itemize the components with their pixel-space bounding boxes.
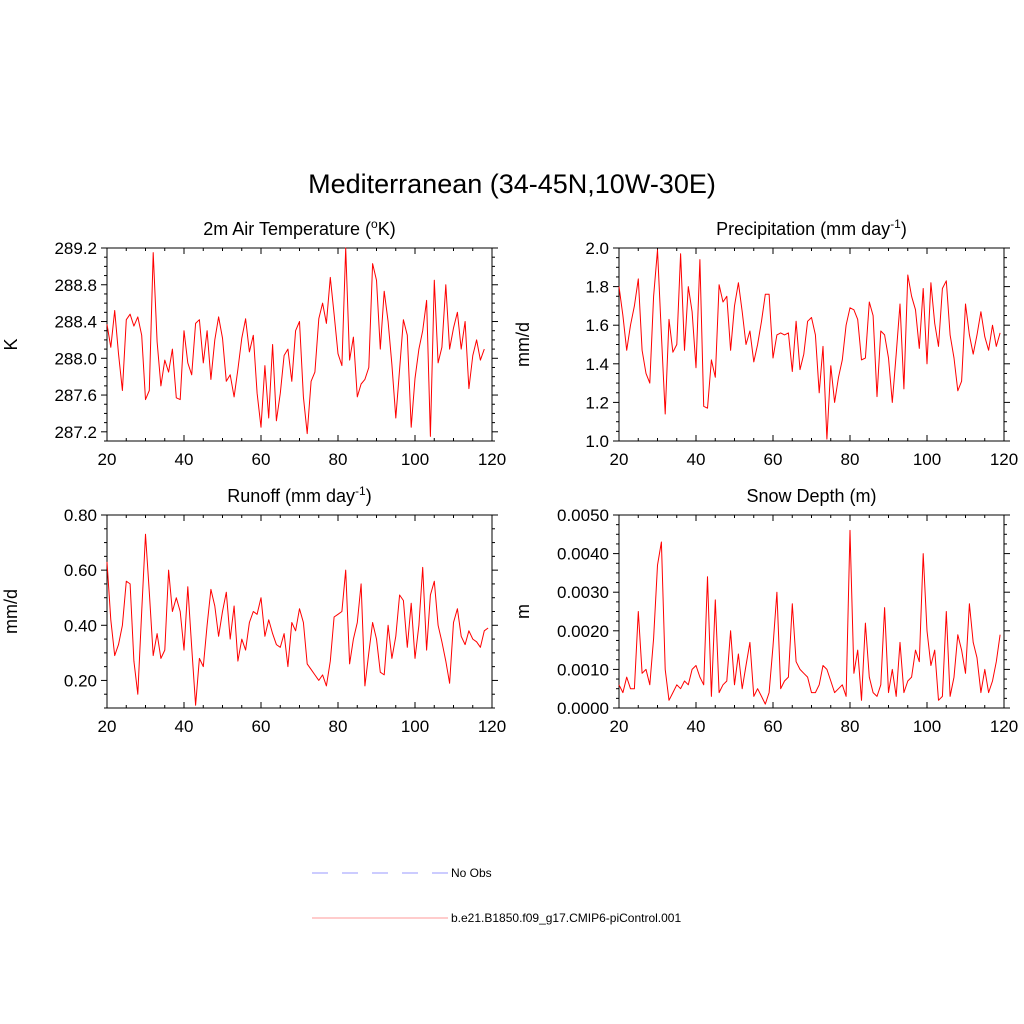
- x-tick-label: 40: [687, 717, 706, 736]
- x-tick-label: 80: [841, 450, 860, 469]
- x-tick-label: 20: [610, 450, 629, 469]
- panel-title: Runoff (mm day-1): [227, 484, 371, 506]
- x-tick-label: 100: [401, 717, 429, 736]
- y-tick-label: 0.40: [64, 616, 97, 635]
- x-tick-label: 20: [98, 450, 117, 469]
- x-tick-label: 40: [175, 717, 194, 736]
- y-tick-label: 0.80: [64, 506, 97, 525]
- x-tick-label: 20: [98, 717, 117, 736]
- y-tick-label: 0.0000: [557, 699, 609, 718]
- y-tick-label: 287.2: [54, 423, 97, 442]
- x-tick-label: 120: [478, 450, 506, 469]
- panel-title: 2m Air Temperature (oK): [203, 217, 395, 239]
- series-line-runoff: [106, 533, 489, 706]
- y-axis-label: mm/d: [1, 589, 21, 634]
- legend-label-1: No Obs: [451, 866, 492, 880]
- y-tick-label: 1.4: [585, 355, 609, 374]
- y-tick-label: 0.0050: [557, 506, 609, 525]
- legend-label-2: b.e21.B1850.f09_g17.CMIP6-piControl.001: [451, 911, 681, 925]
- y-axis-label: K: [1, 338, 21, 350]
- x-tick-label: 100: [913, 450, 941, 469]
- y-tick-label: 1.0: [585, 432, 609, 451]
- y-tick-label: 288.8: [54, 276, 97, 295]
- y-tick-label: 1.6: [585, 316, 609, 335]
- x-tick-label: 80: [329, 717, 348, 736]
- y-tick-label: 2.0: [585, 239, 609, 258]
- legend: No Obs b.e21.B1850.f09_g17.CMIP6-piContro…: [312, 866, 681, 925]
- panel-temperature: 20 40 60 80 100 120 287.2 287.6 288.0 288.4 288.8 2…: [1, 217, 506, 469]
- panel-snow_depth: 20 40 60 80 100 120 0.0000 0.0010 0.0020 0.0030 0.…: [513, 486, 1018, 736]
- panel-runoff: 20 40 60 80 100 120 0.20 0.40 0.60 0.80 Runoff (mm…: [1, 484, 506, 736]
- panels: 20 40 60 80 100 120 287.2 287.6 288.0 288.4 288.8 2…: [1, 217, 1018, 736]
- y-tick-label: 0.0030: [557, 583, 609, 602]
- x-tick-label: 40: [175, 450, 194, 469]
- plot-frame: [106, 247, 493, 442]
- x-tick-label: 120: [478, 717, 506, 736]
- panel-title: Precipitation (mm day-1): [716, 217, 907, 239]
- y-tick-label: 0.0040: [557, 545, 609, 564]
- x-tick-label: 80: [841, 717, 860, 736]
- x-tick-label: 60: [764, 450, 783, 469]
- panel-precipitation: 20 40 60 80 100 120 1.0 1.2 1.4 1.6 1.8 2.0 Precipit…: [513, 217, 1018, 469]
- y-tick-label: 1.8: [585, 278, 609, 297]
- x-tick-label: 60: [252, 717, 271, 736]
- x-tick-label: 100: [401, 450, 429, 469]
- y-tick-label: 0.0020: [557, 622, 609, 641]
- x-tick-label: 40: [687, 450, 706, 469]
- x-tick-label: 80: [329, 450, 348, 469]
- x-tick-label: 60: [764, 717, 783, 736]
- y-tick-label: 289.2: [54, 239, 97, 258]
- x-tick-label: 20: [610, 717, 629, 736]
- y-axis-label: mm/d: [513, 322, 533, 367]
- x-tick-label: 120: [990, 717, 1018, 736]
- series-line-snow_depth: [618, 529, 1001, 705]
- y-tick-label: 288.0: [54, 349, 97, 368]
- series-line-precipitation: [618, 249, 1001, 440]
- y-tick-label: 0.20: [64, 671, 97, 690]
- y-tick-label: 0.0010: [557, 660, 609, 679]
- x-tick-label: 120: [990, 450, 1018, 469]
- y-tick-label: 0.60: [64, 561, 97, 580]
- x-tick-label: 100: [913, 717, 941, 736]
- y-tick-label: 287.6: [54, 386, 97, 405]
- y-axis-label: m: [513, 604, 533, 619]
- series-line-temperature: [106, 247, 485, 437]
- x-tick-label: 60: [252, 450, 271, 469]
- figure-title: Mediterranean (34-45N,10W-30E): [308, 169, 716, 199]
- y-tick-label: 288.4: [54, 313, 97, 332]
- panel-title: Snow Depth (m): [746, 486, 876, 506]
- y-tick-label: 1.2: [585, 393, 609, 412]
